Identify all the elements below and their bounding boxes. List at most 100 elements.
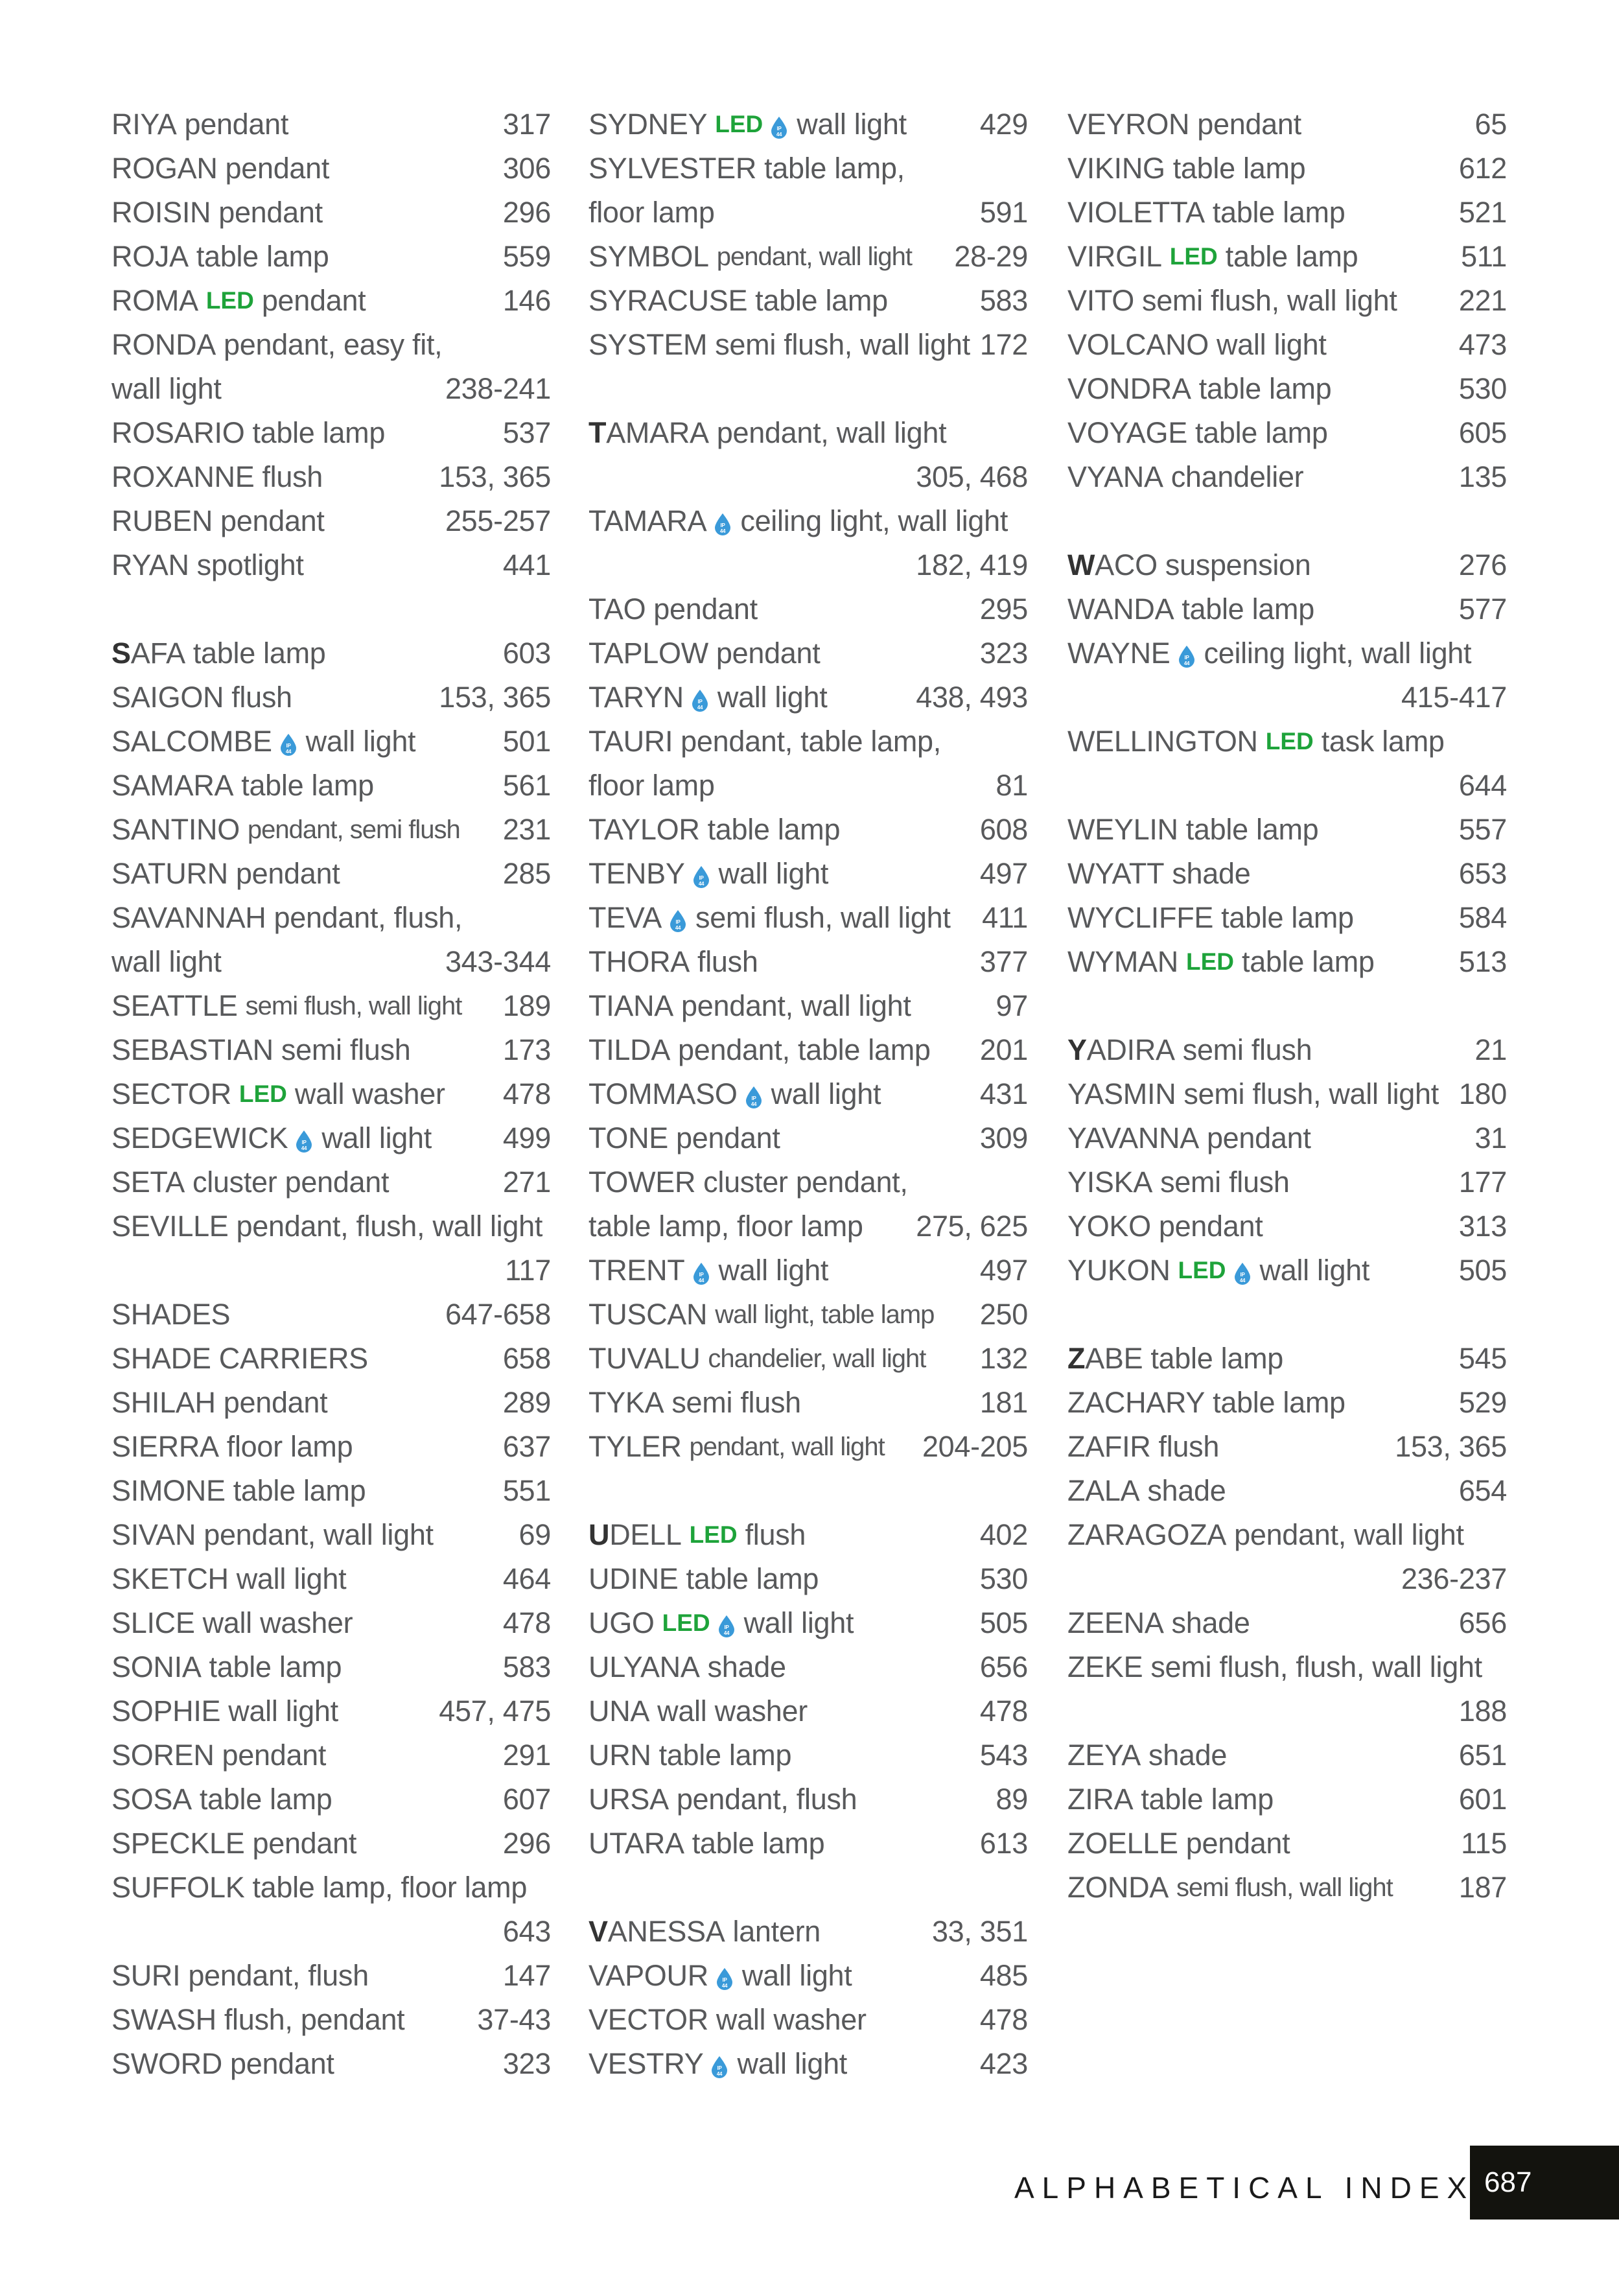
- page-reference: 33, 351: [931, 1915, 1028, 1948]
- entry-description: pendant: [1197, 108, 1301, 141]
- index-entry: YOKO pendant 313: [1067, 1204, 1507, 1248]
- entry-name: SHADES: [111, 1298, 231, 1331]
- page-reference: 187: [1458, 1871, 1507, 1904]
- page-reference: 530: [1458, 372, 1507, 405]
- index-entry: ZEYA shade 651: [1067, 1733, 1507, 1777]
- entry-text: TAMARA pendant, wall light: [588, 416, 1021, 450]
- svg-text:44: 44: [751, 1101, 756, 1107]
- entry-text: VOYAGE table lamp: [1067, 416, 1452, 450]
- svg-text:IP: IP: [699, 1272, 704, 1278]
- entry-description: shade: [1172, 857, 1251, 890]
- entry-text: SAVANNAH pendant, flush,: [111, 901, 544, 935]
- entry-name: TAPLOW: [588, 637, 708, 670]
- entry-text: SOREN pendant: [111, 1739, 496, 1772]
- entry-text: SEBASTIAN semi flush: [111, 1033, 496, 1067]
- page-reference: 505: [979, 1606, 1028, 1639]
- entry-text: TENBY IP 44 wall light: [588, 857, 973, 891]
- index-entry: WACO suspension 276: [1067, 543, 1507, 587]
- index-entry: ZEENA shade 656: [1067, 1601, 1507, 1645]
- entry-text: SYDNEY LED IP 44 wall light: [588, 108, 973, 141]
- entry-text: RONDA pendant, easy fit,: [111, 328, 544, 362]
- entry-text: SANTINO pendant, semi flush: [111, 813, 496, 847]
- entry-description: table lamp: [1212, 196, 1345, 229]
- svg-text:IP: IP: [699, 875, 704, 881]
- svg-text:44: 44: [286, 749, 292, 755]
- entry-text: SOPHIE wall light: [111, 1694, 432, 1728]
- entry-text: VYANA chandelier: [1067, 460, 1452, 494]
- index-entry: VAPOUR IP 44 wall light 485: [588, 1954, 1028, 1998]
- page-reference: 613: [979, 1827, 1028, 1860]
- entry-description: table lamp: [192, 637, 326, 670]
- entry-description: shade: [1148, 1739, 1228, 1772]
- page-reference: 473: [1458, 328, 1507, 361]
- page-reference: 276: [1458, 548, 1507, 581]
- page-reference: 81: [996, 769, 1029, 802]
- entry-description: wall washer: [657, 1694, 808, 1728]
- page-reference: 153, 365: [439, 681, 551, 714]
- entry-name: SIERRA: [111, 1430, 219, 1463]
- entry-text: floor lamp: [588, 196, 973, 229]
- blank-row: [588, 1469, 1028, 1513]
- led-badge: LED: [715, 111, 763, 137]
- index-entry: RYAN spotlight 441: [111, 543, 551, 587]
- entry-description: pendant, table lamp,: [681, 725, 941, 758]
- page-reference: 583: [979, 284, 1028, 317]
- entry-description: ceiling light, wall light: [740, 504, 1008, 537]
- blank-row: [111, 587, 551, 631]
- entry-description: pendant: [261, 284, 366, 317]
- svg-text:IP: IP: [1184, 655, 1189, 661]
- entry-description: pendant: [1158, 1210, 1263, 1243]
- page-reference: 521: [1458, 196, 1507, 229]
- entry-description: wall light: [717, 681, 828, 714]
- svg-text:IP: IP: [717, 2065, 723, 2071]
- index-entry: VIOLETTA table lamp 521: [1067, 191, 1507, 235]
- page-reference: 654: [1458, 1474, 1507, 1507]
- entry-name: TENBY: [588, 857, 685, 890]
- entry-description: pendant: [218, 196, 323, 229]
- index-entry: ZONDA semi flush, wall light 187: [1067, 1866, 1507, 1910]
- ip44-water-drop-icon: IP 44: [296, 1127, 312, 1153]
- entry-description: pendant: [230, 2047, 334, 2080]
- index-entry: WYATT shade 653: [1067, 852, 1507, 896]
- index-entry: SOPHIE wall light 457, 475: [111, 1689, 551, 1733]
- page-reference: 429: [979, 108, 1028, 141]
- page-reference: 505: [1458, 1254, 1507, 1287]
- entry-description: wall light: [718, 857, 829, 890]
- entry-description: pendant: [1185, 1827, 1290, 1860]
- index-entry: WELLINGTON LED task lamp: [1067, 720, 1507, 764]
- entry-name: WEYLIN: [1067, 813, 1178, 846]
- entry-name: SIMONE: [111, 1474, 226, 1507]
- index-entry: WYCLIFFE table lamp 584: [1067, 896, 1507, 940]
- index-entry: TEVA IP 44 semi flush, wall light 411: [588, 896, 1028, 940]
- entry-text: VIOLETTA table lamp: [1067, 196, 1452, 229]
- entry-text: WANDA table lamp: [1067, 592, 1452, 626]
- index-entry: ZACHARY table lamp 529: [1067, 1381, 1507, 1425]
- index-entry: ULYANA shade 656: [588, 1645, 1028, 1689]
- entry-name: TAYLOR: [588, 813, 700, 846]
- page-reference: 653: [1458, 857, 1507, 890]
- entry-text: VEYRON pendant: [1067, 108, 1469, 141]
- entry-description: pendant, table lamp: [678, 1033, 931, 1066]
- ip44-water-drop-icon: IP 44: [1234, 1259, 1251, 1285]
- page-reference: 306: [502, 152, 551, 185]
- index-entry: SIERRA floor lamp 637: [111, 1425, 551, 1469]
- index-entry: ROISIN pendant 296: [111, 191, 551, 235]
- entry-text: SONIA table lamp: [111, 1650, 496, 1684]
- entry-description: pendant: [653, 592, 758, 626]
- page-reference: 656: [1458, 1606, 1507, 1639]
- index-entry: 644: [1067, 764, 1507, 808]
- entry-text: ZABE table lamp: [1067, 1342, 1452, 1376]
- page-reference: 530: [979, 1562, 1028, 1595]
- entry-name: TRENT: [588, 1254, 685, 1287]
- entry-text: WEYLIN table lamp: [1067, 813, 1452, 847]
- entry-name: VEYRON: [1067, 108, 1190, 141]
- entry-name: SHILAH: [111, 1386, 216, 1419]
- entry-text: VITO semi flush, wall light: [1067, 284, 1452, 318]
- led-badge: LED: [1169, 243, 1218, 270]
- page-reference: 559: [502, 240, 551, 273]
- entry-description: wall light: [718, 1254, 829, 1287]
- page-reference: 313: [1458, 1210, 1507, 1243]
- page-reference: 537: [502, 416, 551, 449]
- entry-name: SANTINO: [111, 813, 240, 846]
- entry-description: semi flush, wall light: [1176, 1873, 1393, 1902]
